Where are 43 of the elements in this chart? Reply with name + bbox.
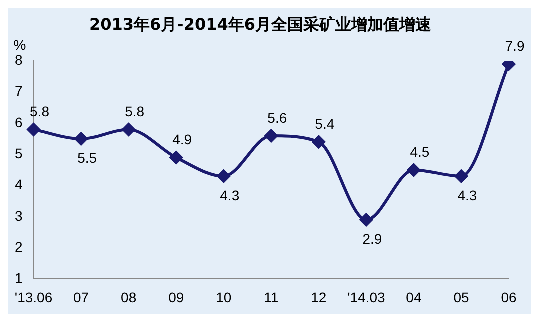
x-tick-label: 10 [216,289,232,306]
y-tick-label: 4 [14,176,23,193]
data-label: 7.9 [505,38,525,54]
y-tick-label: 3 [14,208,23,224]
x-tick-label: 04 [406,289,422,306]
chart-title: 2013年6月-2014年6月全国采矿业增加值增速 [90,14,432,34]
x-tick-label: 05 [454,289,470,306]
point [264,129,278,142]
y-axis-title: % [14,37,26,54]
data-label: 5.4 [315,116,335,132]
y-tick-label: 1 [14,270,23,286]
x-tick-label: 07 [74,289,90,306]
x-tick-label: 11 [264,289,279,306]
point [27,123,40,136]
data-label: 4.3 [458,187,478,204]
x-tick-label: 09 [168,289,184,306]
data-label: 5.8 [125,104,145,120]
point [122,123,136,136]
point [217,170,230,183]
y-tick-label: 5 [14,145,23,162]
x-tick-label: 06 [501,289,517,306]
point [312,136,326,149]
y-tick-label: 6 [14,114,23,130]
y-tick-label: 8 [14,52,23,68]
data-label: 2.9 [362,230,382,247]
point [74,132,88,146]
point [170,151,183,164]
y-tick-label: 2 [14,238,23,255]
data-label: 5.8 [30,104,50,120]
x-tick-label: '13.06 [14,289,53,306]
point [360,214,373,227]
data-label: 4.3 [220,187,240,204]
data-label: 4.5 [410,144,430,160]
point [407,164,420,177]
x-tick-label: '14.03 [348,289,386,306]
data-label: 4.9 [172,132,192,148]
y-tick-label: 7 [14,83,23,100]
point [502,61,516,71]
x-tick-label: 12 [311,289,327,306]
x-tick-label: 08 [121,289,137,306]
point [454,170,468,183]
data-label: 5.5 [78,150,98,166]
data-label: 5.6 [268,110,288,126]
